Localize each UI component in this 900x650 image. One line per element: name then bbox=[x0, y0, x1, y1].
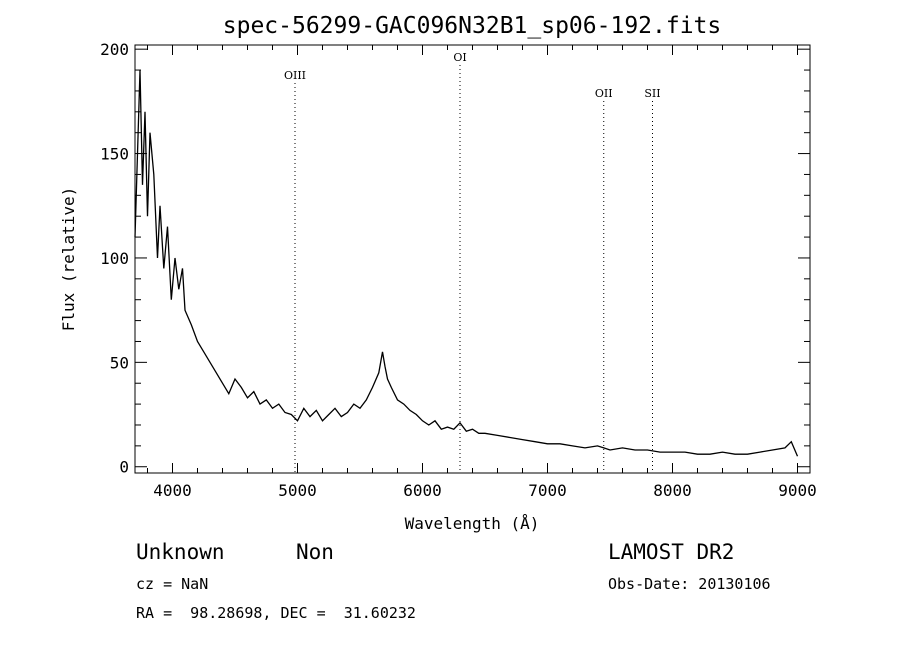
x-tick-label: 6000 bbox=[403, 481, 442, 500]
spectral-line-label: SII bbox=[644, 87, 660, 100]
chart-title: spec-56299-GAC096N32B1_sp06-192.fits bbox=[223, 13, 722, 39]
subclass-label: Non bbox=[296, 540, 334, 564]
y-axis-label: Flux (relative) bbox=[59, 187, 78, 332]
class-label: Unknown bbox=[136, 540, 225, 564]
obs-date-label: Obs-Date: 20130106 bbox=[608, 575, 771, 593]
y-tick-label: 0 bbox=[119, 458, 129, 477]
axis-ticks: 4000 5000 6000 7000 8000 9000 0 50 100 150 200 bbox=[100, 40, 817, 500]
y-tick-label: 150 bbox=[100, 145, 129, 164]
x-axis-label: Wavelength (Å) bbox=[405, 514, 540, 533]
spectral-line-label: OII bbox=[595, 87, 613, 100]
plot-frame bbox=[134, 44, 811, 474]
spectral-line-label: OI bbox=[453, 51, 466, 64]
y-tick-label: 100 bbox=[100, 249, 129, 268]
redshift-label: cz = NaN bbox=[136, 575, 209, 593]
spectral-line-label: OIII bbox=[284, 69, 306, 82]
x-tick-label: 5000 bbox=[278, 481, 317, 500]
x-tick-label: 9000 bbox=[778, 481, 817, 500]
flux-line bbox=[134, 70, 799, 457]
flux-series bbox=[134, 70, 799, 457]
y-tick-label: 200 bbox=[100, 40, 129, 59]
y-tick-label: 50 bbox=[110, 353, 129, 372]
spectral-lines: OIII OI OII SII bbox=[284, 51, 661, 473]
coordinates-label: RA = 98.28698, DEC = 31.60232 bbox=[136, 604, 416, 622]
x-tick-label: 7000 bbox=[528, 481, 567, 500]
survey-label: LAMOST DR2 bbox=[608, 540, 735, 564]
x-tick-label: 4000 bbox=[153, 481, 192, 500]
x-tick-label: 8000 bbox=[653, 481, 692, 500]
